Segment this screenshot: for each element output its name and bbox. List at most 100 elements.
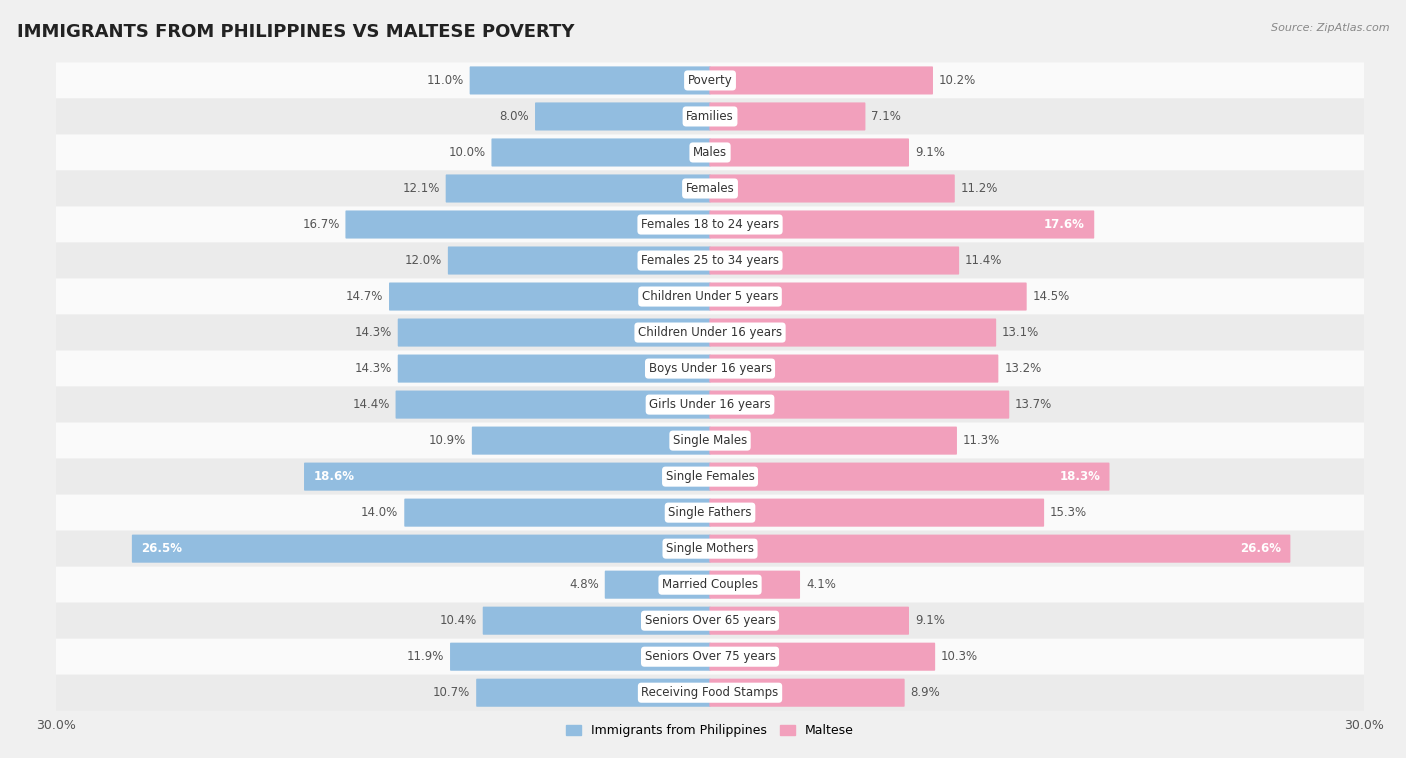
FancyBboxPatch shape: [304, 462, 710, 490]
FancyBboxPatch shape: [710, 318, 997, 346]
Text: 18.3%: 18.3%: [1059, 470, 1099, 483]
FancyBboxPatch shape: [710, 211, 1094, 239]
FancyBboxPatch shape: [398, 318, 710, 346]
Text: Families: Families: [686, 110, 734, 123]
FancyBboxPatch shape: [710, 643, 935, 671]
Text: 11.4%: 11.4%: [965, 254, 1002, 267]
FancyBboxPatch shape: [710, 139, 910, 167]
FancyBboxPatch shape: [132, 534, 710, 562]
FancyBboxPatch shape: [710, 102, 866, 130]
FancyBboxPatch shape: [45, 639, 1375, 675]
Text: Receiving Food Stamps: Receiving Food Stamps: [641, 686, 779, 699]
Text: Poverty: Poverty: [688, 74, 733, 87]
FancyBboxPatch shape: [477, 678, 710, 706]
FancyBboxPatch shape: [45, 459, 1375, 495]
Text: 14.7%: 14.7%: [346, 290, 382, 303]
Text: 10.9%: 10.9%: [429, 434, 465, 447]
FancyBboxPatch shape: [710, 606, 910, 634]
FancyBboxPatch shape: [710, 534, 1291, 562]
Text: IMMIGRANTS FROM PHILIPPINES VS MALTESE POVERTY: IMMIGRANTS FROM PHILIPPINES VS MALTESE P…: [17, 23, 575, 41]
Text: Seniors Over 75 years: Seniors Over 75 years: [644, 650, 776, 663]
FancyBboxPatch shape: [710, 283, 1026, 311]
Text: 8.9%: 8.9%: [911, 686, 941, 699]
Text: 26.5%: 26.5%: [141, 542, 183, 555]
Text: Females 25 to 34 years: Females 25 to 34 years: [641, 254, 779, 267]
FancyBboxPatch shape: [710, 571, 800, 599]
Text: 13.7%: 13.7%: [1015, 398, 1052, 411]
Text: Males: Males: [693, 146, 727, 159]
Text: 14.0%: 14.0%: [361, 506, 398, 519]
Text: 17.6%: 17.6%: [1045, 218, 1085, 231]
FancyBboxPatch shape: [710, 427, 957, 455]
Text: Married Couples: Married Couples: [662, 578, 758, 591]
Text: 13.2%: 13.2%: [1004, 362, 1042, 375]
Text: 8.0%: 8.0%: [499, 110, 529, 123]
FancyBboxPatch shape: [492, 139, 710, 167]
FancyBboxPatch shape: [45, 62, 1375, 99]
Text: Girls Under 16 years: Girls Under 16 years: [650, 398, 770, 411]
Text: 11.2%: 11.2%: [960, 182, 998, 195]
Text: Single Females: Single Females: [665, 470, 755, 483]
Text: Single Fathers: Single Fathers: [668, 506, 752, 519]
Text: 14.4%: 14.4%: [353, 398, 389, 411]
Text: 12.1%: 12.1%: [402, 182, 440, 195]
FancyBboxPatch shape: [45, 134, 1375, 171]
FancyBboxPatch shape: [45, 350, 1375, 387]
FancyBboxPatch shape: [450, 643, 710, 671]
FancyBboxPatch shape: [470, 67, 710, 95]
FancyBboxPatch shape: [45, 387, 1375, 423]
FancyBboxPatch shape: [405, 499, 710, 527]
Text: 18.6%: 18.6%: [314, 470, 354, 483]
Text: Single Mothers: Single Mothers: [666, 542, 754, 555]
FancyBboxPatch shape: [472, 427, 710, 455]
Text: 15.3%: 15.3%: [1050, 506, 1087, 519]
FancyBboxPatch shape: [710, 246, 959, 274]
FancyBboxPatch shape: [710, 355, 998, 383]
FancyBboxPatch shape: [389, 283, 710, 311]
FancyBboxPatch shape: [449, 246, 710, 274]
FancyBboxPatch shape: [45, 99, 1375, 134]
FancyBboxPatch shape: [45, 206, 1375, 243]
FancyBboxPatch shape: [45, 495, 1375, 531]
FancyBboxPatch shape: [710, 678, 904, 706]
Text: 16.7%: 16.7%: [302, 218, 340, 231]
Text: 4.8%: 4.8%: [569, 578, 599, 591]
Text: Boys Under 16 years: Boys Under 16 years: [648, 362, 772, 375]
FancyBboxPatch shape: [45, 603, 1375, 639]
Text: 10.7%: 10.7%: [433, 686, 470, 699]
FancyBboxPatch shape: [710, 174, 955, 202]
Text: 10.0%: 10.0%: [449, 146, 485, 159]
Text: 26.6%: 26.6%: [1240, 542, 1281, 555]
Text: 7.1%: 7.1%: [872, 110, 901, 123]
FancyBboxPatch shape: [45, 423, 1375, 459]
Text: Females 18 to 24 years: Females 18 to 24 years: [641, 218, 779, 231]
FancyBboxPatch shape: [395, 390, 710, 418]
FancyBboxPatch shape: [482, 606, 710, 634]
Text: 11.3%: 11.3%: [963, 434, 1000, 447]
FancyBboxPatch shape: [605, 571, 710, 599]
FancyBboxPatch shape: [45, 243, 1375, 278]
Text: 11.0%: 11.0%: [426, 74, 464, 87]
Text: 14.3%: 14.3%: [354, 326, 392, 339]
FancyBboxPatch shape: [45, 675, 1375, 711]
Text: Children Under 5 years: Children Under 5 years: [641, 290, 779, 303]
FancyBboxPatch shape: [45, 315, 1375, 350]
Text: 12.0%: 12.0%: [405, 254, 441, 267]
FancyBboxPatch shape: [710, 390, 1010, 418]
Text: Seniors Over 65 years: Seniors Over 65 years: [644, 614, 776, 627]
Text: Children Under 16 years: Children Under 16 years: [638, 326, 782, 339]
Text: 13.1%: 13.1%: [1002, 326, 1039, 339]
FancyBboxPatch shape: [536, 102, 710, 130]
Text: 14.3%: 14.3%: [354, 362, 392, 375]
Text: 4.1%: 4.1%: [806, 578, 835, 591]
Text: 10.4%: 10.4%: [440, 614, 477, 627]
Text: 10.2%: 10.2%: [939, 74, 976, 87]
Text: 9.1%: 9.1%: [915, 146, 945, 159]
Text: 10.3%: 10.3%: [941, 650, 979, 663]
Text: 9.1%: 9.1%: [915, 614, 945, 627]
FancyBboxPatch shape: [45, 171, 1375, 206]
FancyBboxPatch shape: [710, 462, 1109, 490]
FancyBboxPatch shape: [45, 531, 1375, 567]
FancyBboxPatch shape: [710, 499, 1045, 527]
Text: 14.5%: 14.5%: [1032, 290, 1070, 303]
